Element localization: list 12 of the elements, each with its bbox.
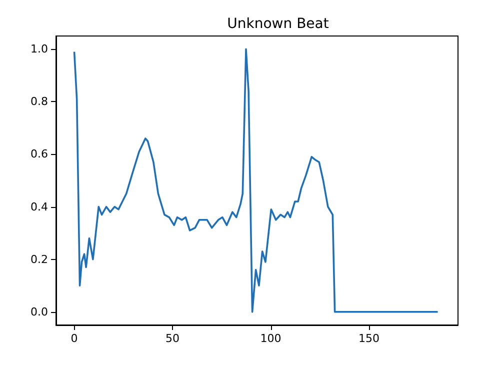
- x-tick-label: 100: [260, 332, 282, 345]
- y-tick-label: 0.8: [30, 95, 48, 108]
- y-tick-label: 0.2: [30, 252, 48, 266]
- y-tick-label: 0.4: [30, 200, 48, 214]
- chart-title: Unknown Beat: [227, 16, 330, 32]
- y-tick-label: 0.0: [30, 305, 48, 318]
- x-tick-label: 0: [70, 332, 78, 345]
- x-tick-label: 50: [166, 332, 180, 345]
- x-tick-label: 150: [358, 332, 380, 345]
- y-tick-label: 1.0: [30, 42, 48, 56]
- line-series: [73, 48, 439, 313]
- y-tick-label: 0.6: [30, 148, 48, 161]
